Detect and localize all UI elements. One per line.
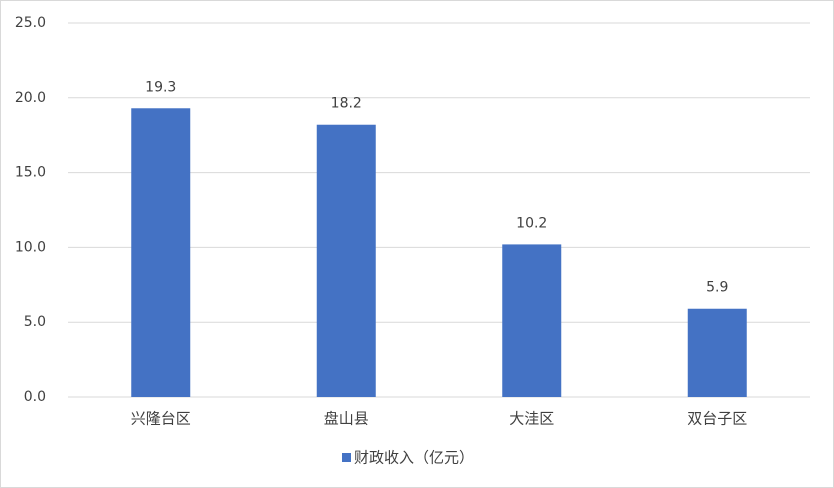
y-tick-label: 5.0 (24, 314, 46, 330)
x-tick-label: 大洼区 (509, 410, 554, 428)
y-tick-label: 20.0 (15, 90, 46, 106)
y-tick-label: 25.0 (15, 15, 46, 31)
bar (687, 308, 747, 397)
bar (502, 244, 562, 397)
data-label: 10.2 (516, 215, 547, 231)
bar (131, 108, 191, 397)
x-tick-label: 兴隆台区 (131, 410, 191, 428)
x-tick-label: 盘山县 (324, 410, 369, 428)
y-tick-label: 0.0 (24, 389, 46, 405)
legend-label: 财政收入（亿元） (354, 449, 474, 467)
data-label: 19.3 (145, 79, 176, 95)
legend-swatch (342, 453, 351, 462)
y-tick-label: 15.0 (15, 165, 46, 181)
data-label: 18.2 (331, 96, 362, 112)
data-label: 5.9 (706, 280, 728, 296)
bar (316, 124, 376, 397)
y-tick-label: 10.0 (15, 239, 46, 255)
x-tick-label: 双台子区 (687, 410, 747, 428)
